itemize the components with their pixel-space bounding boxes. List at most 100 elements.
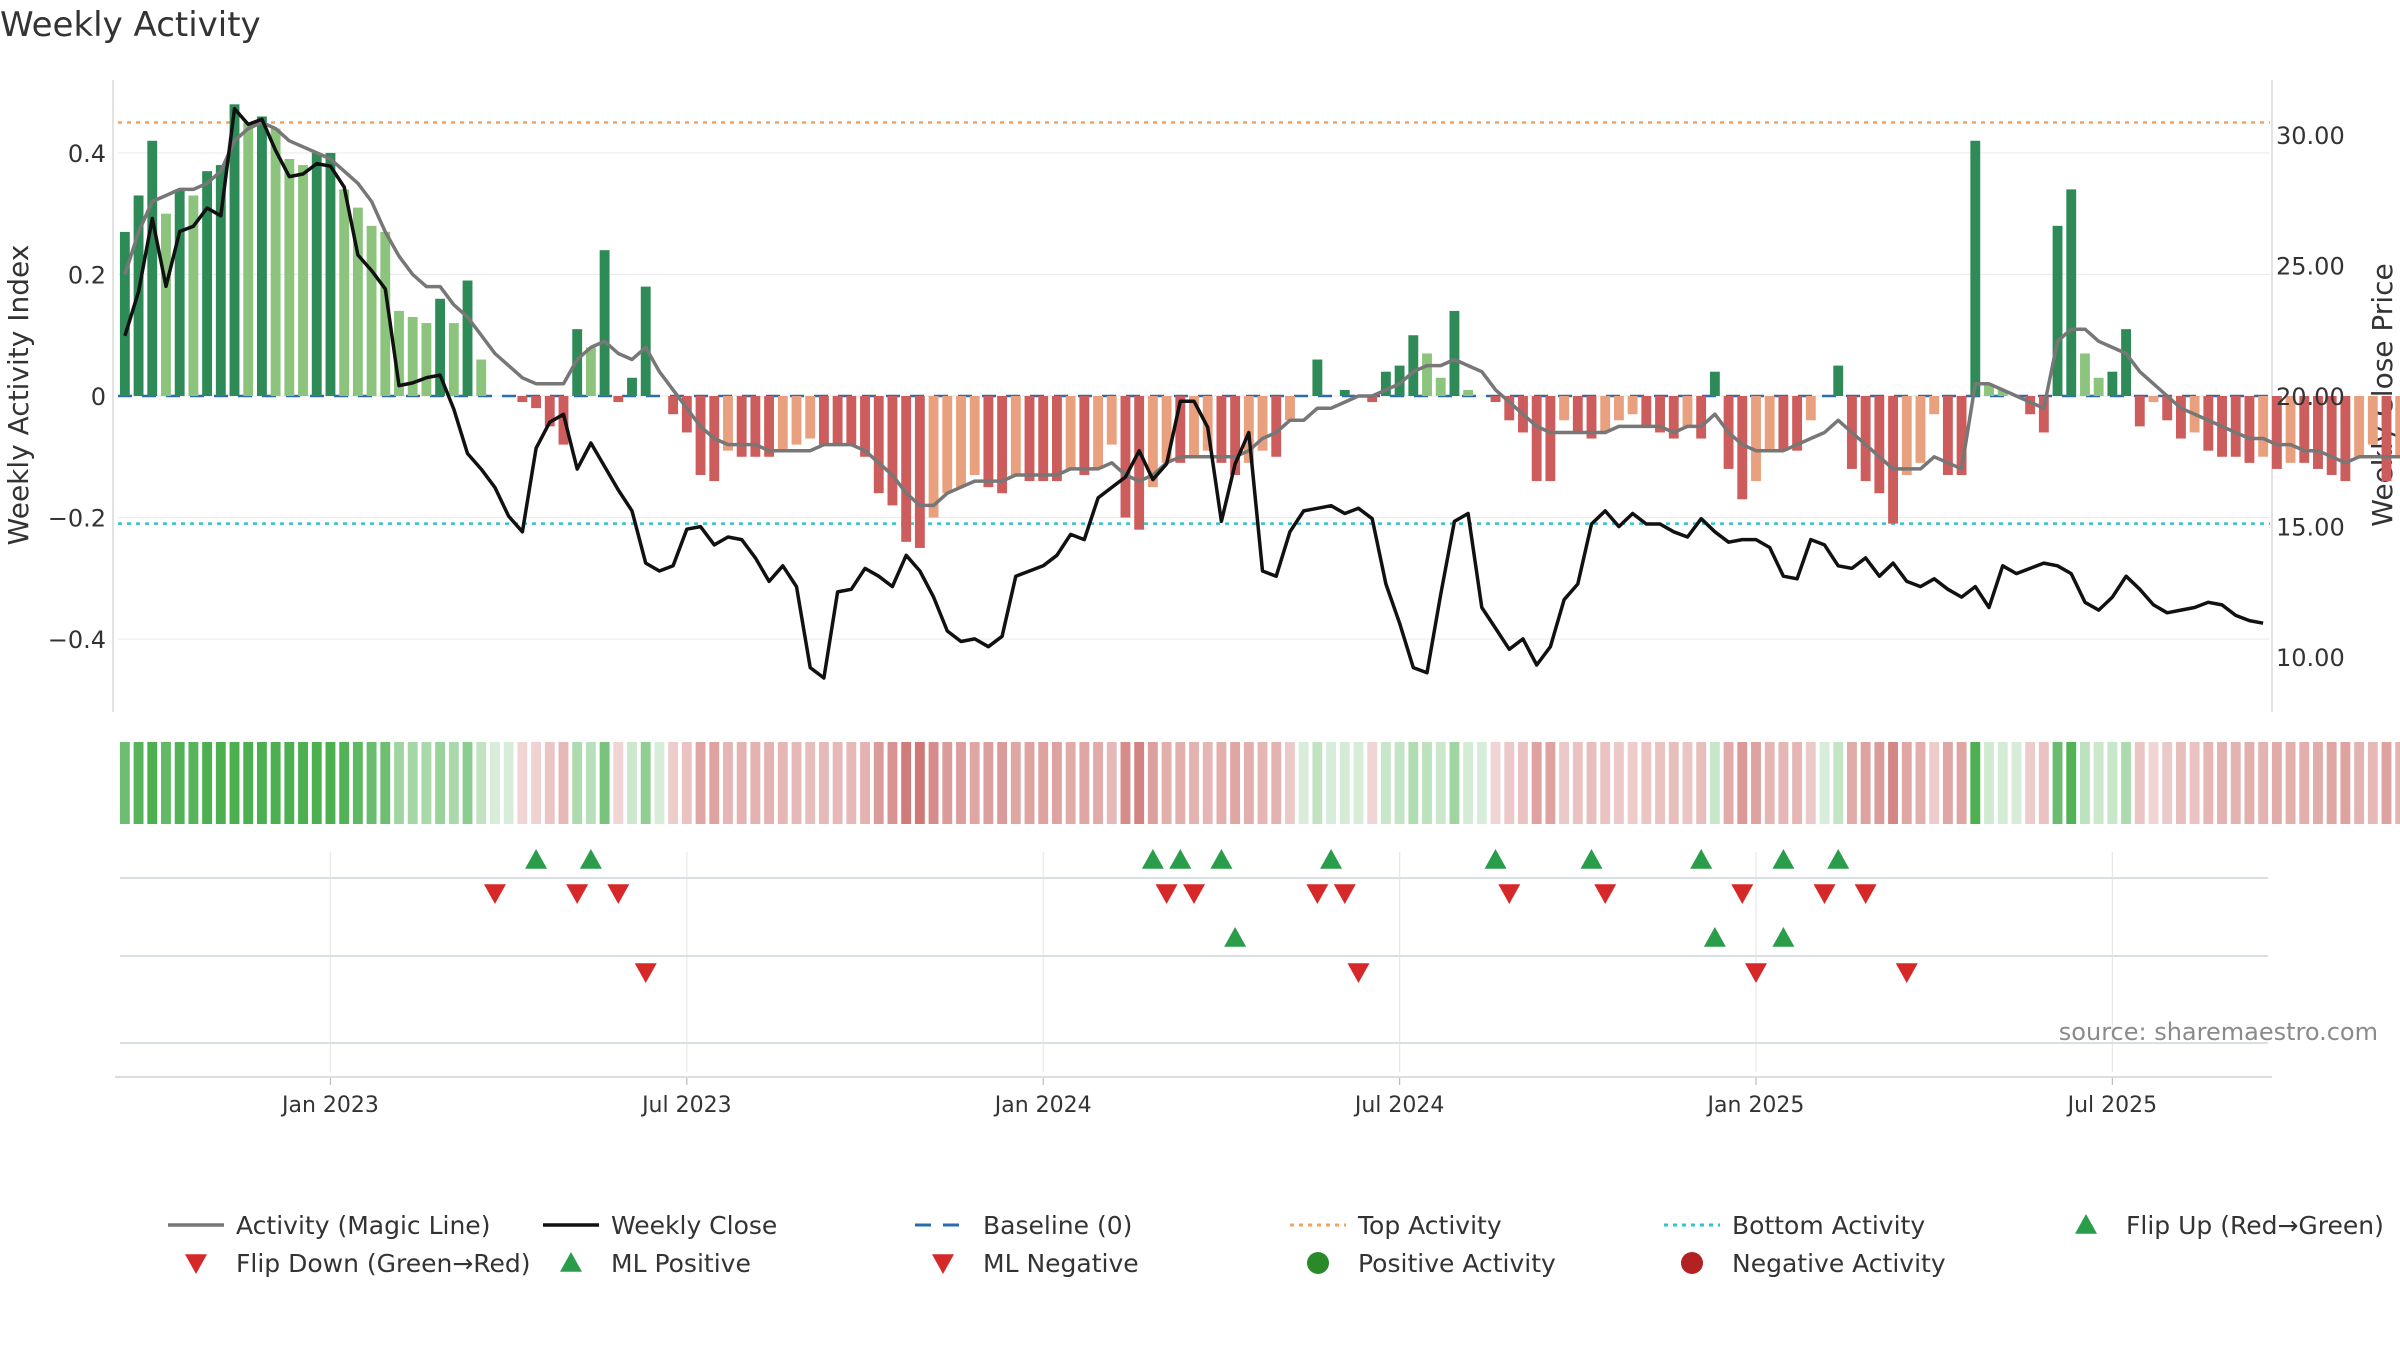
heat-cell bbox=[695, 742, 706, 824]
activity-bar bbox=[1285, 396, 1295, 421]
activity-bar bbox=[1380, 371, 1391, 396]
activity-bar bbox=[311, 152, 322, 396]
heat-cell bbox=[599, 742, 610, 824]
heat-cell bbox=[1285, 742, 1295, 824]
heat-cell bbox=[2244, 742, 2255, 824]
activity-bar bbox=[1531, 396, 1542, 482]
activity-bar bbox=[1805, 396, 1816, 421]
activity-bar bbox=[1915, 396, 1926, 463]
right-axis-label: Weekly Close Price bbox=[2366, 263, 2399, 526]
activity-bar bbox=[1860, 396, 1871, 482]
legend-item-flip-down-green-red: Flip Down (Green→Red) bbox=[185, 1249, 531, 1278]
activity-bar bbox=[2066, 189, 2077, 396]
right-tick-label: 10.00 bbox=[2276, 644, 2345, 672]
activity-bar bbox=[1339, 389, 1350, 396]
activity-bar bbox=[818, 396, 829, 445]
heat-cell bbox=[1668, 742, 1679, 824]
flip-up-marker bbox=[1141, 849, 1164, 869]
heat-cell bbox=[1380, 742, 1391, 824]
activity-bar bbox=[2340, 396, 2351, 482]
legend-swatch-triangle-down bbox=[185, 1254, 207, 1274]
activity-bar bbox=[284, 159, 295, 396]
heat-cell bbox=[1038, 742, 1049, 824]
activity-bar bbox=[2285, 396, 2296, 463]
heat-cell bbox=[1641, 742, 1652, 824]
heat-cell bbox=[2285, 742, 2296, 824]
heat-cell bbox=[887, 742, 898, 824]
legend: Activity (Magic Line) Weekly Close Baselin… bbox=[168, 1211, 2384, 1278]
activity-bar bbox=[585, 347, 596, 396]
heat-cell bbox=[1531, 742, 1542, 824]
heat-cell bbox=[969, 742, 980, 824]
activity-bar bbox=[339, 189, 350, 396]
activity-bar bbox=[325, 152, 336, 396]
heat-cell bbox=[2230, 742, 2241, 824]
heat-cell bbox=[723, 742, 733, 824]
activity-bar bbox=[846, 396, 857, 445]
heat-cell bbox=[1833, 742, 1844, 824]
activity-bar bbox=[1559, 396, 1570, 421]
activity-bar bbox=[1997, 389, 2008, 396]
ml-positive-marker bbox=[1772, 927, 1795, 947]
activity-bar bbox=[517, 396, 528, 403]
activity-bar bbox=[2093, 377, 2104, 396]
heat-cell bbox=[1326, 742, 1337, 824]
ml-negative-marker bbox=[1895, 963, 1918, 983]
heat-cell bbox=[2340, 742, 2351, 824]
activity-bar bbox=[901, 396, 912, 542]
flip-up-marker bbox=[1210, 849, 1233, 869]
heat-cell bbox=[256, 742, 267, 824]
activity-bar bbox=[2203, 396, 2214, 451]
heat-cell bbox=[1942, 742, 1953, 824]
heat-cell bbox=[1764, 742, 1775, 824]
heat-cell bbox=[1353, 742, 1364, 824]
heat-cell bbox=[2367, 742, 2378, 824]
heat-cell bbox=[791, 742, 802, 824]
legend-item-activity-magic-line: Activity (Magic Line) bbox=[168, 1211, 490, 1240]
legend-swatch-triangle-down bbox=[932, 1254, 954, 1274]
activity-bar bbox=[1106, 396, 1117, 445]
activity-bar bbox=[942, 396, 953, 494]
activity-bar bbox=[668, 396, 679, 415]
heat-cell bbox=[462, 742, 473, 824]
heat-cell bbox=[1997, 742, 2008, 824]
flip-up-marker bbox=[1772, 849, 1795, 869]
heat-cell bbox=[1737, 742, 1748, 824]
activity-bar bbox=[997, 396, 1008, 494]
activity-bar bbox=[298, 165, 308, 396]
heat-cell bbox=[1339, 742, 1350, 824]
activity-bar bbox=[1833, 365, 1844, 396]
heat-cell bbox=[1134, 742, 1145, 824]
activity-bar bbox=[1956, 396, 1967, 475]
heat-cell bbox=[1709, 742, 1720, 824]
activity-bar bbox=[2162, 396, 2173, 421]
grid-layer bbox=[118, 152, 2270, 1072]
activity-bar bbox=[394, 310, 404, 396]
activity-bar bbox=[1079, 396, 1090, 475]
heat-cell bbox=[736, 742, 747, 824]
heat-cell bbox=[1860, 742, 1871, 824]
legend-item-negative-activity: Negative Activity bbox=[1681, 1249, 1946, 1278]
activity-bar bbox=[983, 396, 994, 488]
activity-bar bbox=[777, 396, 788, 451]
activity-bar bbox=[188, 195, 199, 396]
heat-cell bbox=[147, 742, 158, 824]
activity-bar bbox=[1888, 396, 1898, 524]
heat-cell bbox=[1751, 742, 1761, 824]
activity-bar bbox=[2354, 396, 2365, 457]
heat-cell bbox=[270, 742, 281, 824]
source-credit: source: sharemaestro.com bbox=[2059, 1018, 2378, 1046]
heat-cell bbox=[2093, 742, 2104, 824]
activity-bar bbox=[243, 122, 254, 397]
heat-cell bbox=[1216, 742, 1227, 824]
activity-bar bbox=[832, 396, 843, 445]
activity-bar bbox=[791, 396, 802, 445]
activity-bar bbox=[1134, 396, 1145, 530]
activity-bar bbox=[2326, 396, 2337, 475]
legend-item-positive-activity: Positive Activity bbox=[1307, 1249, 1556, 1278]
activity-bar bbox=[1682, 396, 1693, 427]
heat-cell bbox=[1161, 742, 1172, 824]
flip-down-marker bbox=[1333, 884, 1356, 904]
heat-cell bbox=[1394, 742, 1405, 824]
right-tick-label: 20.00 bbox=[2276, 383, 2345, 411]
